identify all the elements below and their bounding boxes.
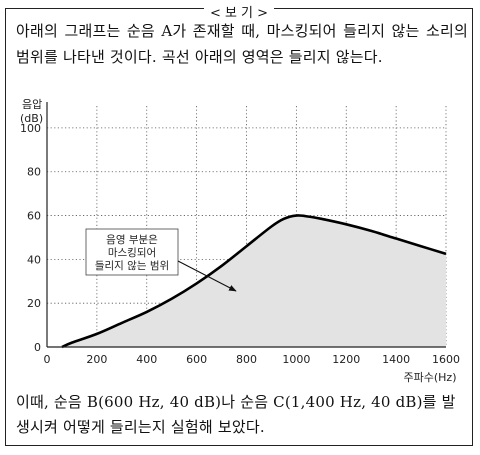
example-box: < 보 기 > (5, 6, 473, 446)
outro-paragraph: 이때, 순음 B(600 Hz, 40 dB)나 순음 C(1,400 Hz, … (16, 393, 456, 436)
masked-area (61, 215, 447, 347)
grid-lines (47, 106, 447, 347)
annotation-box (85, 228, 179, 276)
x-tick-label: 0 (44, 353, 51, 366)
x-tick-label: 1600 (432, 353, 460, 366)
y-tick-label: 80 (27, 166, 41, 179)
x-tick-label: 1400 (382, 353, 410, 366)
annotation-line: 음영 부분은 (106, 234, 158, 246)
annotation-line: 마스킹되어 (108, 247, 156, 259)
intro-paragraph: 아래의 그래프는 순음 A가 존재할 때, 마스킹되어 들리지 않는 소리의 범… (16, 22, 468, 66)
y-axis-label-2: (dB) (20, 112, 43, 125)
y-tick-label: 100 (20, 122, 41, 135)
masking-curve (61, 214, 447, 349)
y-axis-label-1: 음압 (22, 98, 42, 111)
annotation-line: 들리지 않는 범위 (95, 259, 169, 272)
y-tick-label: 60 (27, 210, 41, 223)
x-tick-label: 1200 (332, 353, 360, 366)
x-tick-label: 600 (186, 353, 207, 366)
y-tick-label: 0 (34, 341, 41, 354)
box-title: < 보 기 > (6, 6, 472, 21)
x-tick-label: 800 (236, 353, 257, 366)
x-axis-label: 주파수(Hz) (404, 371, 457, 384)
x-tick-label: 200 (86, 353, 107, 366)
annotation-arrow (177, 260, 237, 292)
x-tick-label: 1000 (282, 353, 310, 366)
y-tick-label: 40 (27, 253, 41, 266)
y-tick-label: 20 (27, 297, 41, 310)
axes (46, 102, 446, 348)
x-tick-label: 400 (136, 353, 157, 366)
